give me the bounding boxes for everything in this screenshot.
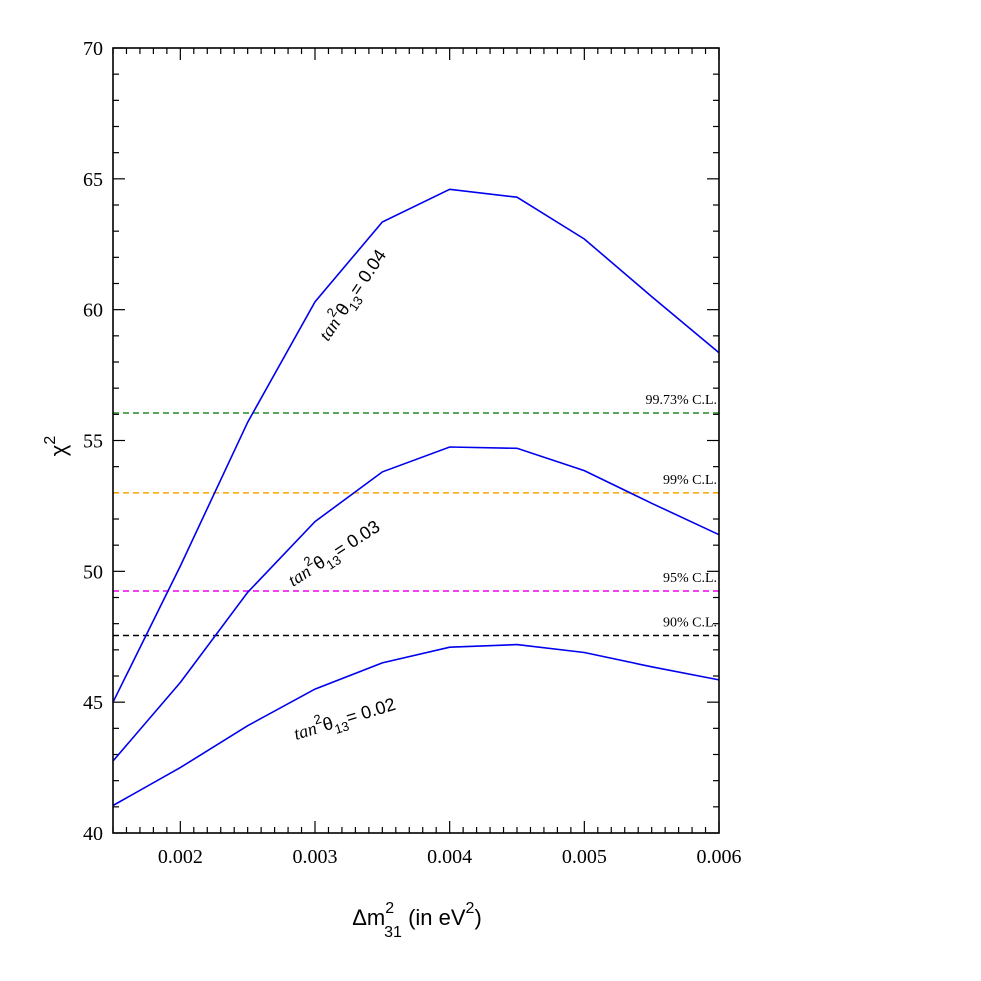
x-tick-label: 0.005 — [562, 846, 607, 868]
x-axis-title: Δm2 31 (in eV2) — [352, 900, 482, 941]
chi-square-curve — [112, 188, 720, 703]
y-tick-label: 45 — [83, 692, 103, 714]
confidence-level-label: 90% C.L. — [663, 615, 717, 630]
chi-square-curve — [112, 643, 720, 807]
axis-tick-labels: 40 45 50 55 60 65 70 0.002 0.003 0.004 0.005 0.006 — [83, 38, 742, 868]
chi-square-curve — [112, 446, 720, 762]
confidence-level-label: 95% C.L. — [663, 571, 717, 586]
confidence-level-lines: 99.73% C.L. 99% C.L. 95% C.L. 90% C.L. — [113, 393, 719, 637]
chi-square-curves — [112, 188, 720, 807]
x-tick-label: 0.004 — [427, 846, 472, 868]
y-tick-label: 55 — [83, 431, 103, 453]
axis-ticks — [112, 47, 720, 834]
curve-annotation-label: tan2θ13= 0.02 — [290, 689, 399, 748]
confidence-level-label: 99.73% C.L. — [645, 393, 717, 408]
confidence-level-label: 99% C.L. — [663, 473, 717, 488]
x-tick-label: 0.006 — [697, 846, 742, 868]
y-tick-label: 50 — [83, 561, 103, 583]
y-tick-label: 40 — [83, 823, 103, 845]
y-axis-title: χ2 — [42, 436, 71, 457]
plot-frame — [112, 47, 720, 834]
y-tick-label: 65 — [83, 169, 103, 191]
y-tick-label: 60 — [83, 300, 103, 322]
curve-annotation-label: tan2θ13= 0.03 — [282, 512, 387, 595]
x-tick-label: 0.003 — [293, 846, 338, 868]
y-tick-label: 70 — [83, 38, 103, 60]
x-tick-label: 0.002 — [158, 846, 203, 868]
